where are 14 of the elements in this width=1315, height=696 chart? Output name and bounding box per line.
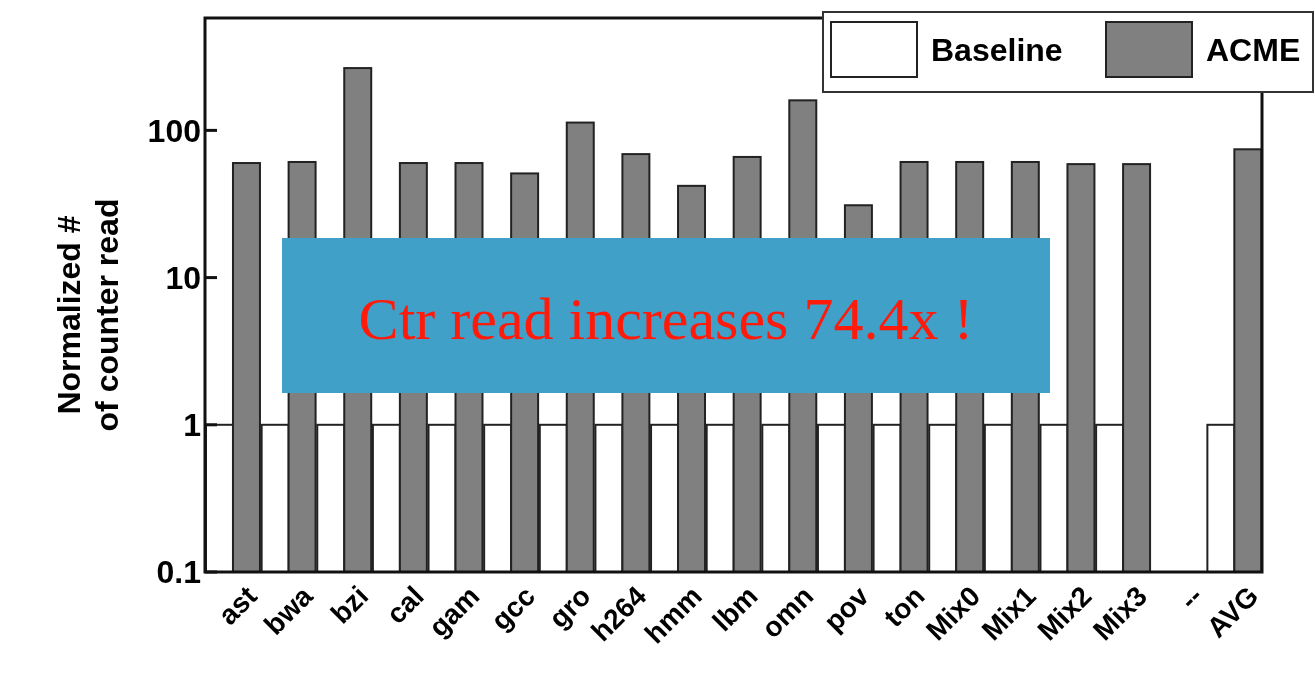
x-tick-label: gcc: [485, 580, 542, 637]
x-tick-label: bzi: [324, 580, 375, 630]
annotation: Ctr read increases 74.4x !: [358, 286, 974, 352]
legend-label: ACME: [1206, 32, 1301, 69]
text-box: Ctr read increases 74.4x !: [282, 238, 1050, 393]
x-tick-label: --: [1173, 580, 1209, 616]
y-tick-label: 0.1: [156, 554, 201, 591]
y-tick-label: 100: [147, 112, 201, 149]
y-axis-title: Normalized # of counter read: [51, 198, 125, 432]
x-tick-label: cal: [380, 580, 430, 630]
y-tick-label: 10: [165, 259, 201, 296]
y-tick-label: 1: [183, 406, 201, 443]
x-tick-label: lbm: [706, 580, 764, 638]
legend-label: Baseline: [931, 32, 1063, 69]
